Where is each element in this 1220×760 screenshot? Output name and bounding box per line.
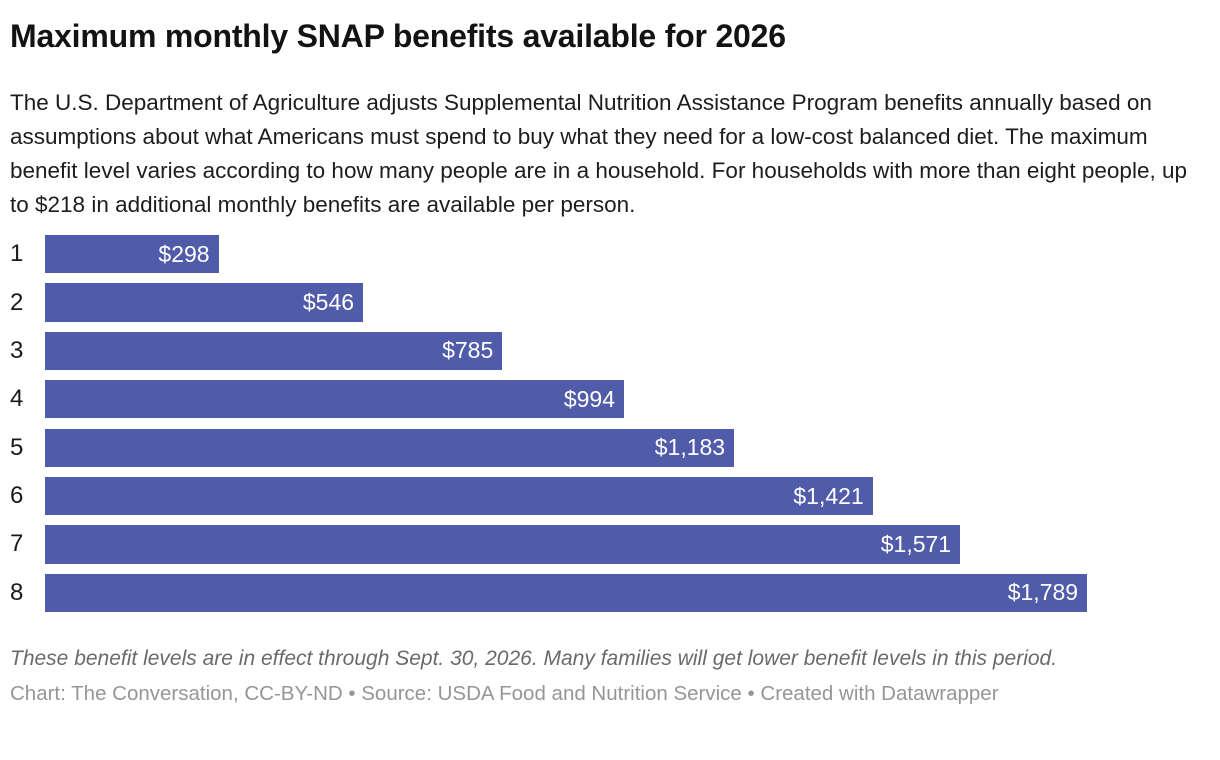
bar: $1,183 (45, 428, 735, 467)
bar: $994 (45, 380, 624, 419)
bar-value-label: $1,421 (793, 482, 864, 509)
chart-title: Maximum monthly SNAP benefits available … (10, 18, 786, 54)
bar-track: $1,789 (45, 573, 1210, 613)
category-label: 8 (10, 578, 24, 606)
bar-value-label: $298 (158, 240, 210, 267)
bar-row: 7 $1,571 (10, 525, 1210, 564)
bar-value-label: $1,183 (654, 434, 726, 461)
category-label: 4 (10, 385, 24, 413)
bar-row: 8 $1,789 (10, 573, 1210, 613)
bar-chart: 1 $298 2 $546 3 $785 4 $994 5 $1,183 6 $1,421 7 $1,57… (10, 235, 1210, 613)
category-label: 1 (10, 240, 24, 268)
bar-value-label: $994 (563, 385, 615, 412)
bar-track: $994 (45, 380, 1210, 419)
bar-row: 1 $298 (10, 235, 1210, 274)
bar: $1,571 (45, 525, 961, 564)
bar-value-label: $1,789 (1007, 579, 1079, 606)
bar-track: $1,571 (45, 525, 1210, 564)
category-label: 7 (10, 530, 24, 558)
bar-row: 5 $1,183 (10, 428, 1210, 467)
bar: $785 (45, 331, 503, 371)
bar-row: 6 $1,421 (10, 476, 1210, 516)
bar-row: 4 $994 (10, 380, 1210, 419)
bar: $298 (45, 235, 219, 274)
category-label: 3 (10, 336, 24, 364)
category-label: 6 (10, 482, 24, 510)
bar-track: $1,183 (45, 428, 1210, 467)
chart-card: Maximum monthly SNAP benefits available … (0, 16, 1220, 707)
bar-track: $785 (45, 331, 1210, 371)
bar-value-label: $785 (442, 337, 494, 364)
bar-track: $546 (45, 283, 1210, 322)
bar-value-label: $546 (302, 289, 355, 316)
bar-row: 3 $785 (10, 331, 1210, 371)
bar: $546 (45, 283, 364, 322)
bar-track: $1,421 (45, 476, 1210, 516)
bar-row: 2 $546 (10, 283, 1210, 322)
bar: $1,421 (45, 476, 873, 516)
bar-value-label: $1,571 (880, 530, 952, 557)
category-label: 2 (10, 288, 24, 316)
bar-track: $298 (45, 235, 1210, 274)
chart-description: The U.S. Department of Agriculture adjus… (10, 90, 1187, 217)
bar: $1,789 (45, 573, 1088, 613)
chart-attribution: Chart: The Conversation, CC-BY-ND • Sour… (10, 682, 999, 706)
category-label: 5 (10, 433, 24, 461)
chart-footnote: These benefit levels are in effect throu… (10, 647, 1058, 671)
